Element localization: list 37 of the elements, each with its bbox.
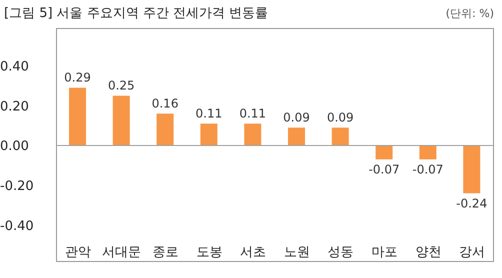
bar xyxy=(69,88,86,146)
text: (단위: %) xyxy=(446,6,494,21)
data-label: 0.09 xyxy=(283,110,310,125)
x-tick-label: 서초 xyxy=(240,245,266,260)
bar xyxy=(156,114,174,146)
data-label: -0.24 xyxy=(456,196,488,210)
y-tick-label: 0.20 xyxy=(0,99,29,114)
bar xyxy=(332,128,349,146)
bar xyxy=(376,145,393,160)
data-label: 0.29 xyxy=(64,70,91,85)
x-tick-label: 성동 xyxy=(328,245,354,260)
data-label: -0.07 xyxy=(412,162,444,176)
data-label: 0.11 xyxy=(196,106,222,121)
y-tick-label: -0.20 xyxy=(0,178,34,194)
data-label: 0.25 xyxy=(108,78,135,93)
data-label: 0.11 xyxy=(239,106,266,121)
bar xyxy=(112,96,130,146)
x-tick-label: 노원 xyxy=(284,245,310,260)
x-tick-label: 종로 xyxy=(152,245,178,260)
data-label: 0.09 xyxy=(326,110,354,125)
data-label: 0.16 xyxy=(152,96,178,111)
x-tick-label: 양천 xyxy=(415,245,442,260)
bar xyxy=(463,145,480,194)
x-tick-label: 마포 xyxy=(372,245,398,260)
data-label: -0.07 xyxy=(368,162,400,176)
bar xyxy=(288,128,305,146)
y-tick-label: -0.40 xyxy=(0,218,34,234)
x-tick-label: 서대문 xyxy=(102,245,142,260)
bar xyxy=(419,145,436,160)
chart-title: [그림 5] 서울 주요지역 주간 전세가격 변동률 xyxy=(4,5,268,22)
x-tick-label: 도봉 xyxy=(196,245,222,260)
y-tick-label: 0.40 xyxy=(0,59,29,74)
x-tick-label: 강서 xyxy=(459,245,486,260)
bar xyxy=(200,124,218,146)
y-tick-label: 0.00 xyxy=(0,139,29,154)
bar xyxy=(244,124,262,146)
x-tick-label: 관악 xyxy=(64,245,91,260)
